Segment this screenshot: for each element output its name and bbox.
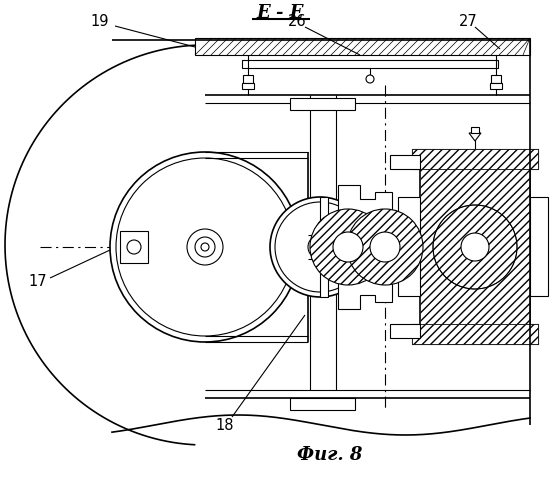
Bar [195, 38, 530, 55]
Bar [120, 231, 148, 263]
Bar [412, 149, 538, 169]
Bar [390, 155, 420, 169]
Text: Е - Е: Е - Е [256, 4, 304, 22]
Text: 27: 27 [459, 14, 477, 30]
Bar [390, 324, 420, 338]
Bar [530, 197, 548, 296]
Circle shape [270, 197, 370, 297]
Bar [490, 83, 502, 89]
Bar [420, 169, 530, 324]
Text: 18: 18 [216, 418, 234, 432]
Text: Фиг. 8: Фиг. 8 [298, 446, 363, 464]
Polygon shape [469, 133, 481, 141]
Circle shape [201, 243, 209, 251]
Text: 26: 26 [288, 14, 306, 30]
Bar [471, 127, 479, 133]
Circle shape [275, 202, 365, 292]
Text: 19: 19 [91, 14, 109, 30]
Bar [290, 398, 355, 410]
Bar [242, 83, 254, 89]
Circle shape [310, 209, 386, 285]
Circle shape [187, 229, 223, 265]
Bar [420, 169, 530, 324]
Circle shape [110, 152, 300, 342]
Bar [491, 75, 501, 83]
Circle shape [333, 232, 363, 262]
Bar [243, 75, 253, 83]
Circle shape [433, 205, 517, 289]
Bar [398, 197, 420, 296]
Bar [290, 98, 355, 110]
Text: 17: 17 [29, 274, 47, 289]
Bar [412, 324, 538, 344]
Circle shape [366, 75, 374, 83]
Bar [412, 324, 538, 344]
Circle shape [308, 235, 332, 259]
Circle shape [116, 158, 294, 336]
Bar [242, 60, 498, 68]
Circle shape [370, 232, 400, 262]
Circle shape [461, 233, 489, 261]
Bar [412, 149, 538, 169]
Polygon shape [320, 185, 392, 309]
Circle shape [195, 237, 215, 257]
Circle shape [127, 240, 141, 254]
Circle shape [347, 209, 423, 285]
